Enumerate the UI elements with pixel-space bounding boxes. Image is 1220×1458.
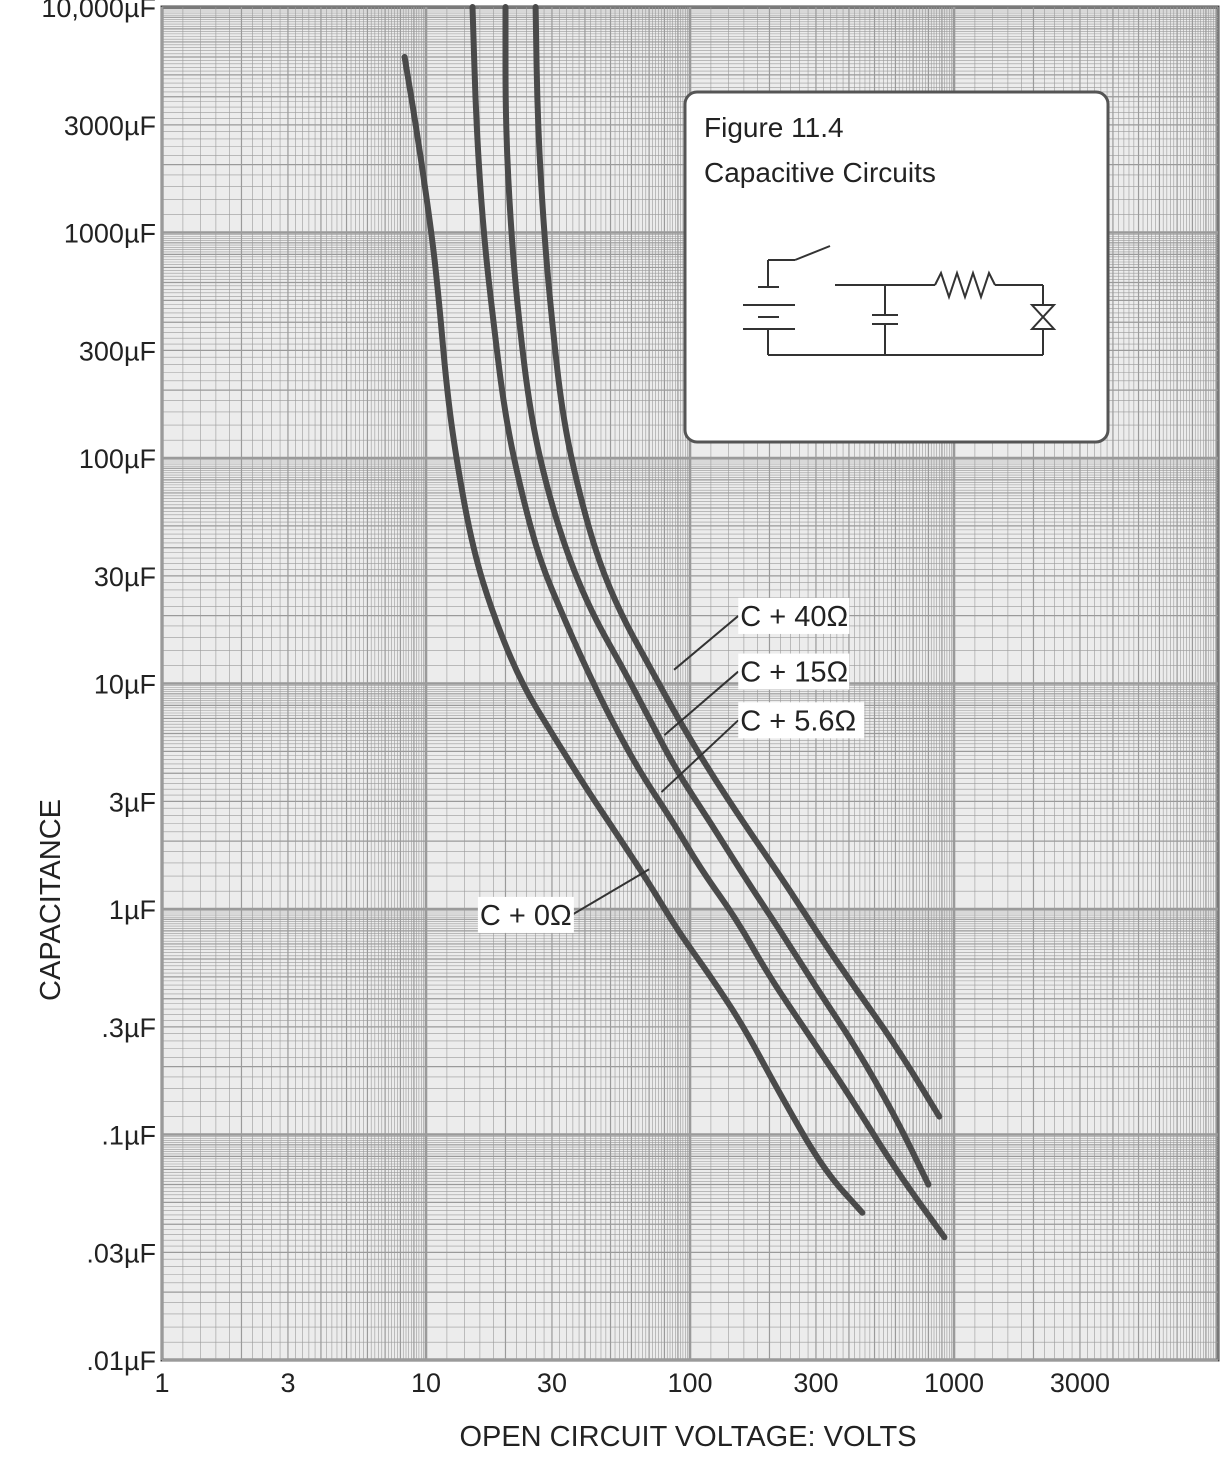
series-label-pointer	[660, 719, 739, 793]
y-tick-label: 10µF	[94, 670, 156, 700]
series-line-1	[469, 4, 948, 1241]
diode-icon	[1029, 304, 1057, 319]
y-axis-label: CAPACITANCE	[35, 799, 67, 1001]
series-label-pointer	[673, 615, 739, 671]
series-label-bg	[738, 653, 850, 690]
series-layer	[401, 4, 948, 1241]
y-tick-label: 1µF	[109, 895, 156, 925]
series-label-bg	[738, 702, 865, 739]
x-tick-label: 3	[280, 1368, 295, 1398]
switch-icon	[794, 245, 831, 261]
y-tick-label: .03µF	[86, 1238, 156, 1268]
y-tick-label: .01µF	[86, 1346, 156, 1376]
y-tick-label: 30µF	[94, 562, 156, 592]
series-label: C + 5.6Ω	[740, 705, 856, 737]
label-layer: C + 0Ω C + 5.6Ω C + 15Ω C + 40Ω	[477, 597, 865, 933]
series-label-pointer	[571, 868, 650, 916]
inset-title: Figure 11.4	[704, 112, 844, 143]
series-label: C + 40Ω	[740, 601, 848, 633]
inset-subtitle: Capacitive Circuits	[704, 157, 936, 188]
x-axis-label: OPEN CIRCUIT VOLTAGE: VOLTS	[459, 1421, 916, 1453]
series-label-bg	[738, 597, 850, 634]
inset-frame	[683, 90, 1110, 444]
x-tick-label: 30	[537, 1368, 567, 1398]
x-tick-label: 1	[154, 1368, 169, 1398]
y-tick-label: 3000µF	[64, 111, 156, 141]
y-tick-label: .3µF	[101, 1013, 156, 1043]
x-tick-label: 300	[793, 1368, 838, 1398]
y-tick-label: .1µF	[101, 1121, 156, 1151]
series-line-0	[401, 54, 866, 1216]
series-label: C + 15Ω	[740, 657, 848, 689]
x-tick-label: 10	[411, 1368, 441, 1398]
tick-layer: 1 3 10 30 100 300 1000 3000 10,000µF 3000µF 1000µF…	[41, 0, 1110, 1398]
y-tick-label: 1000µF	[64, 219, 156, 249]
y-tick-label: 300µF	[79, 336, 156, 366]
series-line-2	[502, 4, 932, 1188]
y-tick-label: 10,000µF	[41, 0, 156, 23]
x-tick-label: 100	[667, 1368, 712, 1398]
circuit-schematic	[743, 245, 1057, 356]
series-label: C + 0Ω	[480, 900, 572, 932]
inset-box: Figure 11.4 Capacitive Circuits	[683, 90, 1110, 444]
y-tick-label: 100µF	[79, 444, 156, 474]
y-tick-label: 3µF	[109, 787, 156, 817]
series-line-3	[532, 4, 943, 1120]
x-tick-label: 1000	[924, 1368, 984, 1398]
resistor-icon	[934, 269, 996, 301]
series-label-pointer	[663, 670, 739, 736]
series-label-bg	[477, 896, 574, 933]
x-tick-label: 3000	[1050, 1368, 1110, 1398]
